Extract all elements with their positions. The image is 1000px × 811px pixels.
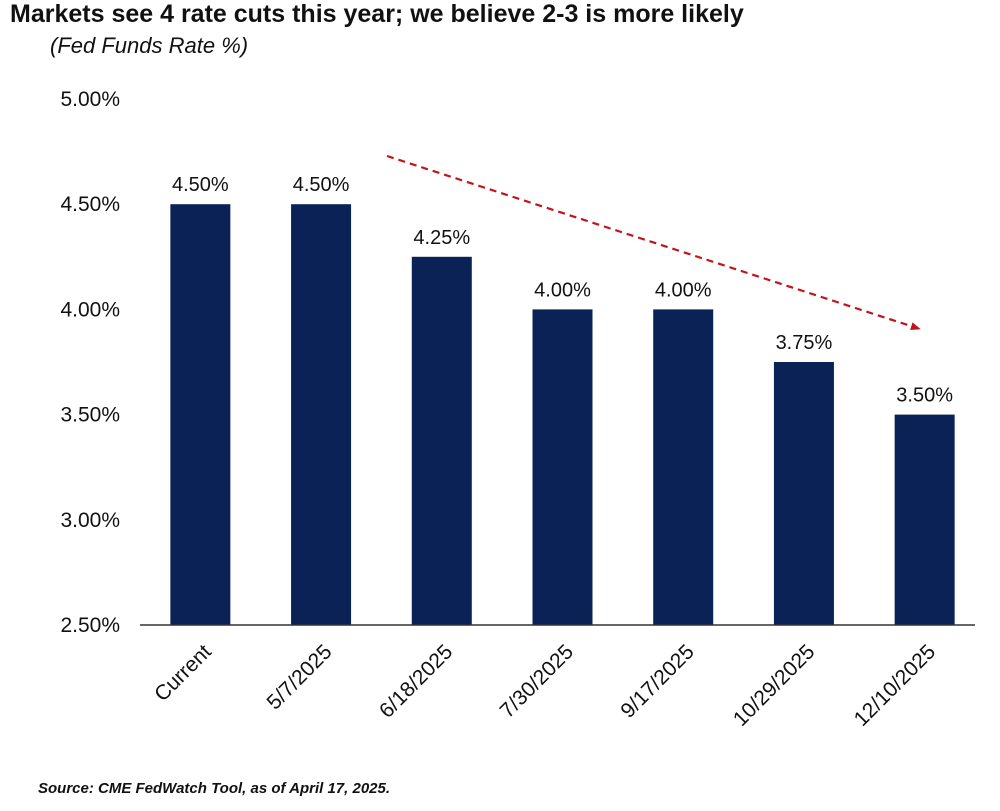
data-label: 4.50%: [293, 174, 350, 196]
y-tick-label: 4.00%: [60, 298, 120, 321]
y-tick-label: 5.00%: [60, 88, 120, 111]
bar: [170, 204, 231, 625]
x-category-label: 5/7/2025: [263, 640, 337, 714]
chart-title: Markets see 4 rate cuts this year; we be…: [10, 0, 744, 28]
x-category-label: 6/18/2025: [375, 640, 457, 722]
source-note: Source: CME FedWatch Tool, as of April 1…: [38, 780, 391, 797]
data-label: 3.75%: [776, 332, 833, 354]
data-label: 3.50%: [896, 385, 953, 407]
bar: [894, 414, 955, 625]
bar: [653, 309, 714, 625]
x-category-label: 10/29/2025: [729, 640, 820, 731]
x-category-label: 7/30/2025: [496, 640, 578, 722]
data-label: 4.00%: [655, 279, 712, 301]
y-tick-label: 2.50%: [60, 614, 120, 637]
y-tick-label: 4.50%: [60, 193, 120, 216]
data-label: 4.25%: [413, 227, 470, 249]
chart-subtitle: (Fed Funds Rate %): [50, 33, 249, 58]
data-label: 4.00%: [534, 279, 591, 301]
bar: [773, 362, 834, 625]
trend-arrow: [386, 154, 921, 330]
bar: [291, 204, 352, 625]
y-tick-label: 3.50%: [60, 404, 120, 427]
x-category-label: 12/10/2025: [850, 640, 941, 731]
x-category-label: 9/17/2025: [616, 640, 698, 722]
bar: [411, 256, 472, 625]
y-tick-label: 3.00%: [60, 509, 120, 532]
data-label: 4.50%: [172, 174, 229, 196]
bar: [532, 309, 593, 625]
x-category-label: Current: [150, 640, 216, 706]
